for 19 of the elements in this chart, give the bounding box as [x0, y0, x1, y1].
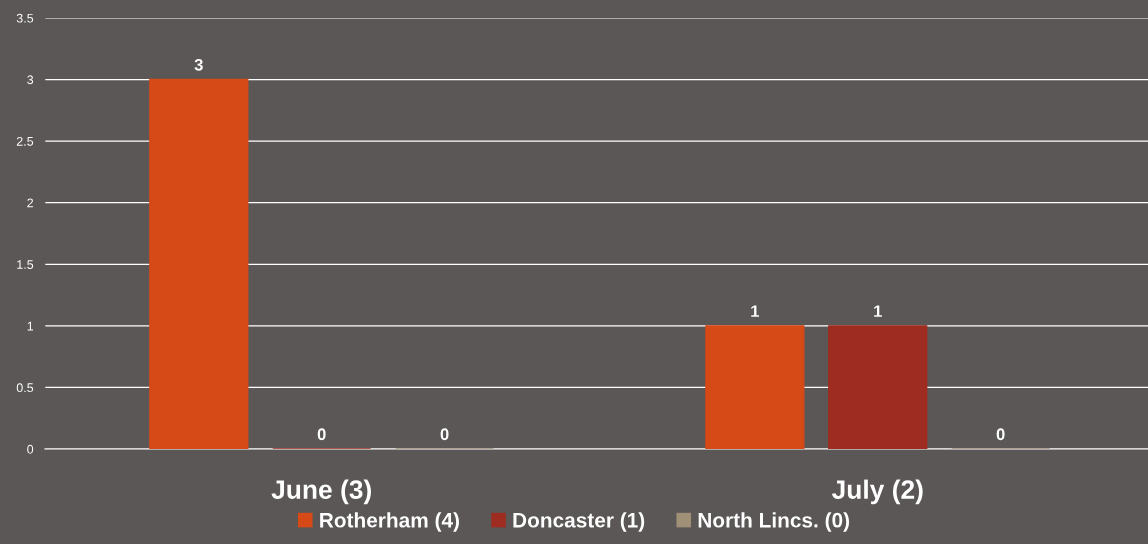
data-label: 0: [317, 428, 326, 441]
y-tick-label: 3: [27, 75, 34, 85]
legend-label: North Lincs. (0): [698, 512, 850, 532]
x-tick-label: July (2): [831, 479, 923, 505]
y-tick-label: 2.5: [16, 136, 34, 146]
legend-label: Doncaster (1): [513, 512, 645, 532]
y-tick-label: 0.5: [16, 383, 34, 393]
x-tick-label: June (3): [271, 479, 371, 505]
data-label: 1: [751, 305, 760, 317]
y-tick-label: 3.5: [16, 13, 34, 23]
data-label: 0: [996, 428, 1005, 441]
y-tick-label: 2: [27, 198, 34, 208]
y-tick-label: 1.5: [17, 260, 34, 269]
data-label: 3: [194, 58, 203, 71]
y-tick-label: 0: [27, 444, 34, 454]
data-label: 1: [874, 305, 882, 317]
data-label: 0: [440, 428, 449, 441]
legend-label: Rotherham (4): [320, 512, 459, 532]
y-tick-label: 1: [27, 321, 34, 331]
